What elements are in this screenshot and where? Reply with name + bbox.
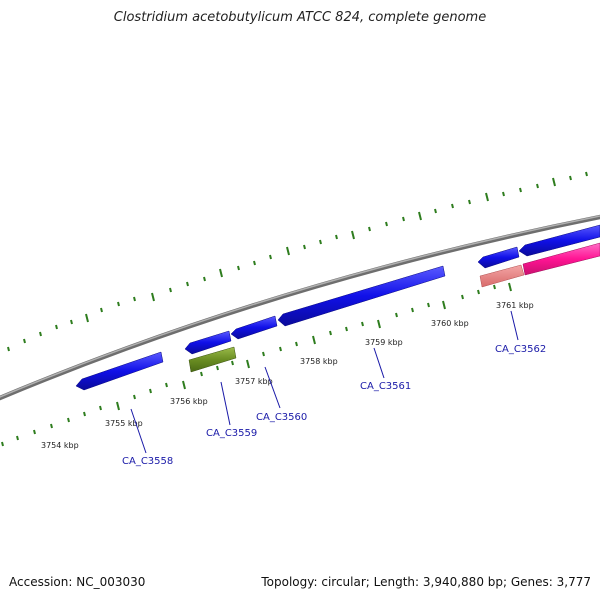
kbp-labels: 3754 kbp 3755 kbp 3756 kbp 3757 kbp 3758… — [41, 301, 534, 450]
kbp-label-3759: 3759 kbp — [365, 338, 403, 347]
gene-ca-c3561[interactable] — [277, 265, 446, 327]
outer-tick-ring — [7, 171, 588, 352]
accession-text: Accession: NC_003030 — [9, 575, 146, 589]
gene-ca-c3562[interactable] — [479, 264, 525, 288]
gene-features — [75, 224, 600, 391]
gene-label-ca-c3561[interactable]: CA_C3561 — [360, 381, 411, 392]
gene-ca-c3559[interactable] — [188, 346, 237, 373]
kbp-label-3754: 3754 kbp — [41, 441, 79, 450]
genome-summary-text: Topology: circular; Length: 3,940,880 bp… — [261, 575, 591, 589]
gene-feature-pink[interactable] — [522, 242, 600, 276]
kbp-label-3756: 3756 kbp — [170, 397, 208, 406]
gene-label-ca-c3562[interactable]: CA_C3562 — [495, 344, 546, 355]
gene-feature-blue-c[interactable] — [518, 224, 600, 257]
gene-feature-blue-b[interactable] — [477, 246, 520, 269]
gene-feature-blue-a[interactable] — [184, 330, 232, 355]
gene-ca-c3558[interactable] — [75, 351, 164, 391]
gene-label-ca-c3559[interactable]: CA_C3559 — [206, 428, 257, 439]
gene-label-leaders — [130, 310, 519, 454]
kbp-label-3760: 3760 kbp — [431, 319, 469, 328]
gene-label-ca-c3558[interactable]: CA_C3558 — [122, 456, 173, 467]
gene-label-ca-c3560[interactable]: CA_C3560 — [256, 412, 307, 423]
kbp-label-3761: 3761 kbp — [496, 301, 534, 310]
inner-tick-ring — [1, 282, 512, 447]
kbp-label-3755: 3755 kbp — [105, 419, 143, 428]
genome-backbone — [0, 214, 600, 401]
gene-labels: CA_C3558 CA_C3559 CA_C3560 CA_C3561 CA_C… — [122, 344, 546, 467]
kbp-label-3758: 3758 kbp — [300, 357, 338, 366]
gene-ca-c3560[interactable] — [230, 315, 278, 340]
map-title: Clostridium acetobutylicum ATCC 824, com… — [113, 10, 487, 25]
kbp-label-3757: 3757 kbp — [235, 377, 273, 386]
